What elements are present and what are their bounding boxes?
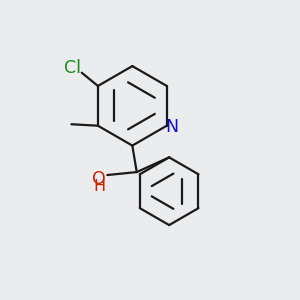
Text: Cl: Cl: [64, 59, 81, 77]
Text: O: O: [92, 169, 106, 188]
Text: N: N: [166, 118, 178, 136]
Text: H: H: [93, 179, 105, 194]
